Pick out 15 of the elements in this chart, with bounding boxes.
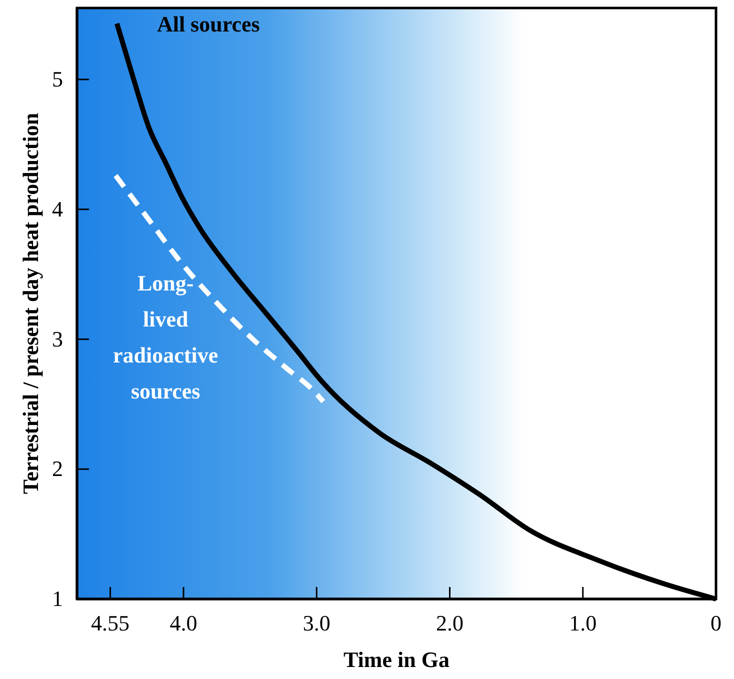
y-tick-label: 1 [52,586,63,612]
x-tick-label: 4.0 [170,610,198,636]
y-tick-label: 3 [52,326,63,352]
x-tick-label: 0 [710,610,722,636]
x-tick-label: 2.0 [436,610,464,636]
x-tick-label: 1.0 [569,610,597,636]
x-tick-label: 4.55 [91,610,130,636]
x-tick-label: 3.0 [302,610,330,636]
series-label: All sources [156,12,260,37]
y-tick-label: 2 [52,456,63,482]
series-label: Long-lived radioactive sources [113,270,218,404]
y-tick-label: 5 [52,66,63,92]
x-axis-title: Time in Ga [344,647,450,672]
y-tick-label: 4 [52,196,63,222]
y-axis-title: Terrestrial / present day heat production [18,112,43,494]
